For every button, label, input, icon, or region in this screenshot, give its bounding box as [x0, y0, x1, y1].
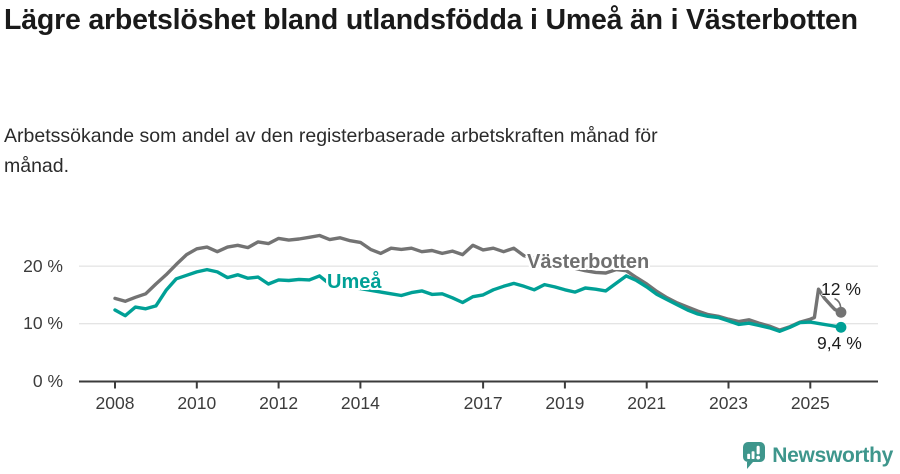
series-end-dot-umea: [835, 321, 847, 333]
x-axis-label: 2012: [259, 393, 299, 413]
x-axis-label: 2019: [545, 393, 585, 413]
series-line-umea: [113, 267, 843, 333]
newsworthy-logo-text: Newsworthy: [772, 443, 893, 467]
x-axis-label: 2017: [463, 393, 503, 413]
end-value-annotation-umea: 9,4 %: [817, 333, 862, 353]
x-axis-label: 2010: [177, 393, 217, 413]
x-axis-label: 2008: [95, 393, 135, 413]
chart-title: Lägre arbetslöshet bland utlandsfödda i …: [4, 4, 858, 36]
series-end-dot-vasterbotten: [835, 306, 847, 318]
y-axis-label: 20 %: [23, 255, 63, 276]
x-axis-label: 2023: [709, 393, 748, 413]
x-axis-label: 2014: [340, 393, 380, 413]
series-label-umea: Umeå: [327, 271, 382, 293]
newsworthy-bubble-chart-icon: [743, 442, 766, 469]
end-value-annotation-vasterbotten: 12 %: [821, 279, 861, 299]
y-axis-label: 0 %: [32, 371, 63, 391]
x-axis-label: 2021: [627, 393, 667, 413]
series-label-vasterbotten: Västerbotten: [527, 251, 650, 273]
newsworthy-logo: Newsworthy: [743, 442, 893, 469]
x-axis-label: 2025: [790, 393, 830, 413]
y-axis-label: 10 %: [23, 313, 63, 334]
chart-subtitle: Arbetssökande som andel av den registerb…: [4, 125, 658, 177]
annotation-leader-line: [834, 297, 842, 308]
series-line-vasterbotten: [113, 233, 843, 332]
